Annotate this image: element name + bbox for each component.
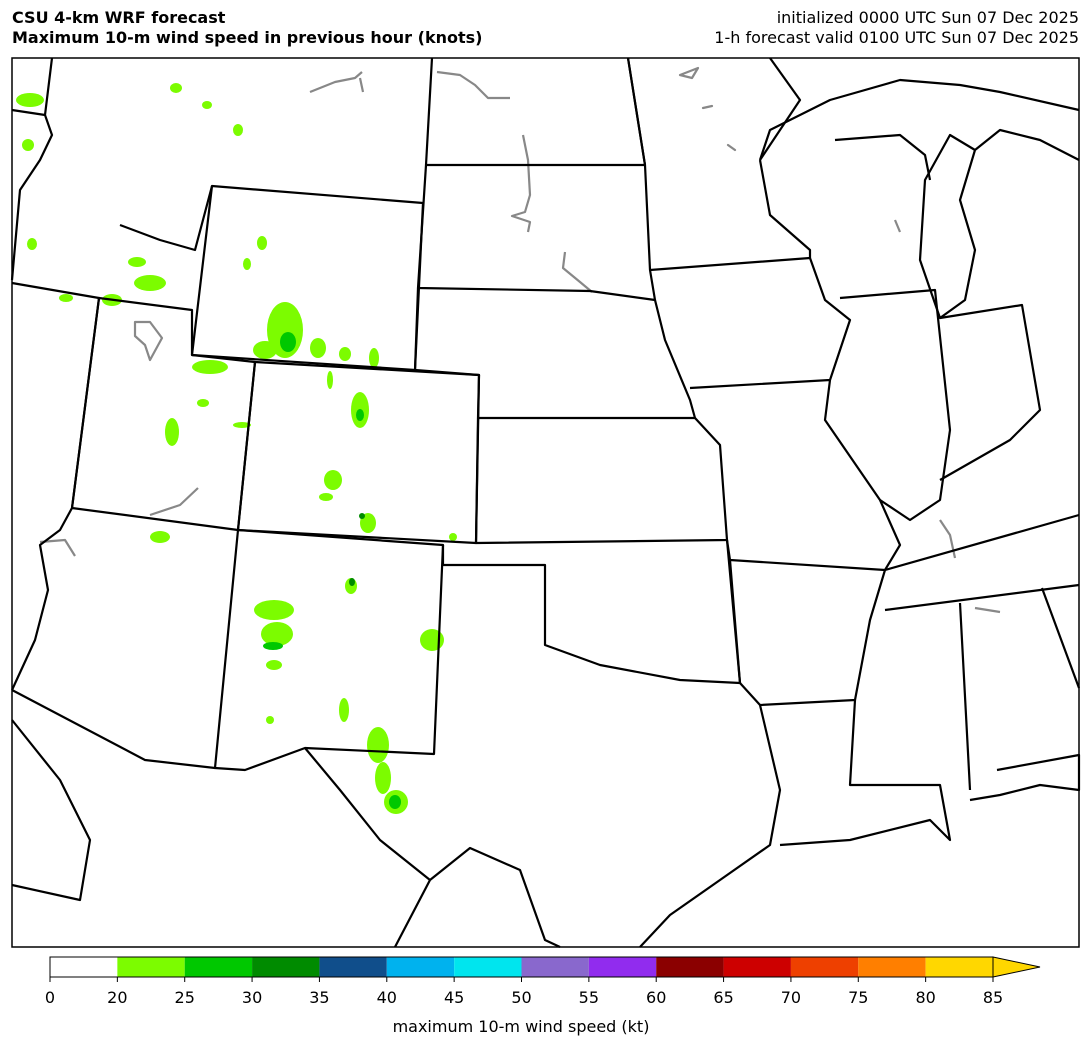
colorbar-tick-label: 45 <box>444 988 464 1007</box>
colorbar-tick-label: 65 <box>713 988 733 1007</box>
colorbar-segment <box>656 957 724 977</box>
colorbar-extend <box>992 956 1041 978</box>
colorbar-tick-label: 0 <box>45 988 55 1007</box>
colorbar-label: maximum 10-m wind speed (kt) <box>393 1017 650 1036</box>
colorbar-segment <box>925 957 993 977</box>
colorbar-segment <box>790 957 859 977</box>
map <box>10 57 1081 948</box>
colorbar: 0 20 25 30 35 40 45 50 55 60 65 70 75 80 85 <box>45 956 1041 1007</box>
state-borders <box>10 57 1081 948</box>
colorbar-tick-label: 80 <box>915 988 935 1007</box>
colorbar-tick-label: 85 <box>983 988 1003 1007</box>
colorbar-segment <box>386 957 455 977</box>
colorbar-segment <box>723 957 791 977</box>
colorbar-segment <box>858 957 926 977</box>
colorbar-tick-label: 25 <box>175 988 195 1007</box>
colorbar-segment <box>454 957 522 977</box>
map-frame <box>11 57 1080 948</box>
colorbar-segment <box>50 957 118 977</box>
colorbar-segment <box>252 957 320 977</box>
colorbar-tick-label: 70 <box>781 988 801 1007</box>
colorbar-segment <box>521 957 589 977</box>
colorbar-tick-label: 75 <box>848 988 868 1007</box>
water-features <box>39 66 1001 614</box>
colorbar-tick-label: 30 <box>242 988 262 1007</box>
colorbar-segment <box>588 957 657 977</box>
subtitle: Maximum 10-m wind speed in previous hour… <box>12 28 482 47</box>
colorbar-tick-label: 55 <box>579 988 599 1007</box>
colorbar-segment <box>117 957 185 977</box>
colorbar-tick-label: 35 <box>309 988 329 1007</box>
colorbar-tick-label: 40 <box>377 988 397 1007</box>
wind-areas <box>16 83 457 814</box>
colorbar-tick-label: 50 <box>511 988 531 1007</box>
valid-time: 1-h forecast valid 0100 UTC Sun 07 Dec 2… <box>714 28 1079 47</box>
colorbar-tick-label: 20 <box>107 988 127 1007</box>
colorbar-tick-label: 60 <box>646 988 666 1007</box>
colorbar-segment <box>184 957 253 977</box>
colorbar-segment <box>319 957 387 977</box>
init-time: initialized 0000 UTC Sun 07 Dec 2025 <box>777 8 1079 27</box>
title: CSU 4-km WRF forecast <box>12 8 226 27</box>
